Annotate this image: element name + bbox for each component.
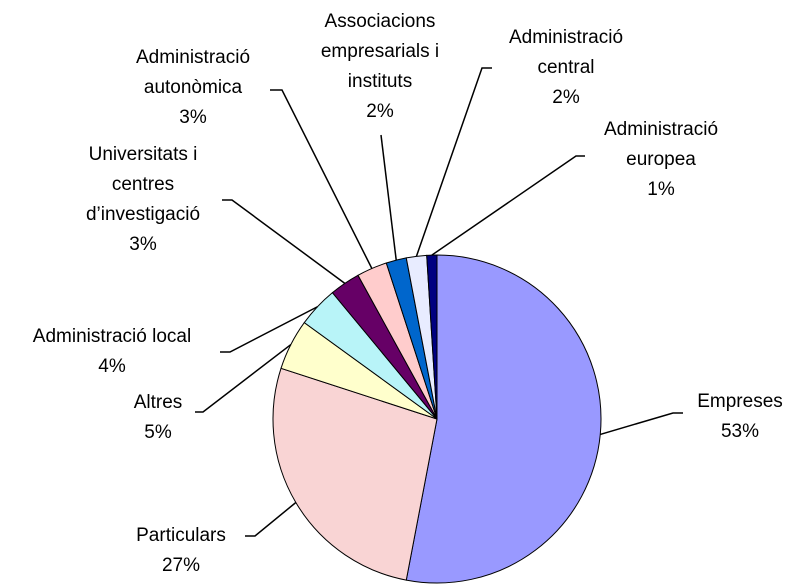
slice-value-label: 3% — [129, 234, 157, 255]
leader-line — [431, 155, 585, 256]
slice-value-label: 3% — [179, 107, 207, 128]
label-line: Administració local — [33, 326, 191, 347]
label-line: Associacions — [325, 11, 436, 32]
slice-value-label: 53% — [721, 421, 759, 442]
slice-label: Administració local — [33, 326, 191, 347]
leader-line — [380, 134, 397, 261]
leader-line — [245, 501, 297, 537]
label-line: Administració — [604, 119, 718, 140]
leader-line — [270, 89, 373, 269]
leader-line — [415, 67, 492, 257]
label-line: Altres — [134, 392, 183, 413]
slice-value-label: 1% — [647, 179, 675, 200]
slice-label: Particulars — [136, 525, 226, 546]
label-line: central — [537, 57, 594, 78]
pie-slice — [272, 367, 438, 581]
leader-line — [222, 199, 346, 284]
slice-value-label: 4% — [98, 356, 126, 377]
label-line: centres — [112, 174, 174, 195]
slice-value-label: 2% — [552, 87, 580, 108]
label-line: Administració — [136, 47, 250, 68]
leader-line — [220, 306, 318, 353]
slice-label: Empreses — [697, 391, 783, 412]
label-line: europea — [626, 149, 696, 170]
leader-line — [195, 343, 292, 413]
slice-label: Administració central — [509, 27, 623, 78]
label-line: d’investigació — [86, 204, 200, 225]
pie-slice — [426, 254, 438, 420]
slice-label: Administració europea — [604, 119, 718, 170]
slice-value-label: 27% — [162, 555, 200, 576]
label-line: Empreses — [697, 391, 783, 412]
label-line: Administració — [509, 27, 623, 48]
label-line: autonòmica — [144, 77, 243, 98]
slice-label: Altres — [134, 392, 183, 413]
slice-value-label: 5% — [144, 422, 172, 443]
slice-label: Universitats i centres d’investigació — [86, 144, 200, 225]
label-line: empresarials i — [321, 41, 439, 62]
label-line: Universitats i — [89, 144, 198, 165]
slice-label: Associacions empresarials i instituts — [321, 11, 439, 92]
label-line: Particulars — [136, 525, 226, 546]
label-line: instituts — [348, 71, 412, 92]
slice-value-label: 2% — [366, 101, 394, 122]
slice-label: Administració autonòmica — [136, 47, 250, 98]
leader-line — [600, 412, 683, 436]
